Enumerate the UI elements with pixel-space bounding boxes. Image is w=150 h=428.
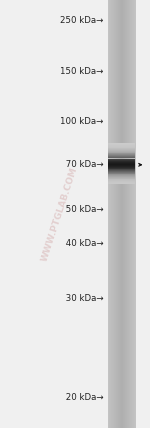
Text: 150 kDa→: 150 kDa→: [60, 67, 104, 77]
Bar: [108, 176, 135, 177]
Bar: [108, 168, 135, 169]
Bar: [108, 160, 135, 161]
Bar: [126, 0, 127, 428]
Bar: [108, 150, 135, 151]
Bar: [108, 180, 135, 181]
Bar: [131, 0, 132, 428]
Bar: [108, 164, 135, 165]
Text: 50 kDa→: 50 kDa→: [63, 205, 103, 214]
Bar: [135, 0, 136, 428]
Bar: [122, 0, 123, 428]
Bar: [112, 0, 113, 428]
Bar: [108, 147, 135, 148]
Text: 20 kDa→: 20 kDa→: [63, 392, 103, 402]
Bar: [124, 0, 125, 428]
Bar: [108, 151, 135, 152]
Bar: [108, 146, 135, 147]
Text: 70 kDa→: 70 kDa→: [63, 160, 103, 169]
Bar: [108, 165, 135, 166]
Bar: [128, 0, 129, 428]
Bar: [130, 0, 131, 428]
Bar: [111, 0, 112, 428]
Bar: [108, 153, 135, 154]
Bar: [133, 0, 134, 428]
Bar: [108, 0, 135, 428]
Bar: [108, 149, 135, 150]
Bar: [108, 161, 135, 162]
Bar: [108, 163, 135, 164]
Text: WWW.PTGLAB.COM: WWW.PTGLAB.COM: [40, 166, 80, 262]
Bar: [108, 162, 135, 163]
Bar: [108, 174, 135, 175]
Bar: [134, 0, 135, 428]
Text: 30 kDa→: 30 kDa→: [63, 294, 103, 303]
Bar: [108, 182, 135, 183]
Bar: [132, 0, 133, 428]
Bar: [125, 0, 126, 428]
Bar: [108, 148, 135, 149]
Bar: [117, 0, 118, 428]
Bar: [108, 181, 135, 182]
Bar: [108, 145, 135, 146]
Text: 250 kDa→: 250 kDa→: [60, 16, 104, 25]
Bar: [108, 177, 135, 178]
Bar: [108, 173, 135, 174]
Bar: [108, 0, 109, 428]
Text: 100 kDa→: 100 kDa→: [60, 117, 104, 127]
Bar: [108, 175, 135, 176]
Bar: [118, 0, 119, 428]
Bar: [119, 0, 120, 428]
Bar: [108, 179, 135, 180]
Bar: [108, 159, 135, 160]
Bar: [108, 166, 135, 167]
Bar: [127, 0, 128, 428]
Bar: [121, 0, 122, 428]
Bar: [108, 155, 135, 156]
Bar: [115, 0, 116, 428]
Bar: [116, 0, 117, 428]
Bar: [108, 158, 135, 159]
Bar: [108, 172, 135, 173]
Bar: [123, 0, 124, 428]
Bar: [108, 167, 135, 168]
Bar: [109, 0, 110, 428]
Bar: [108, 157, 135, 158]
Bar: [129, 0, 130, 428]
Bar: [108, 170, 135, 171]
Bar: [108, 152, 135, 153]
Bar: [108, 144, 135, 145]
Bar: [110, 0, 111, 428]
Bar: [108, 184, 135, 185]
Bar: [108, 183, 135, 184]
Bar: [108, 169, 135, 170]
Bar: [108, 178, 135, 179]
Bar: [108, 156, 135, 157]
Bar: [108, 171, 135, 172]
Bar: [108, 143, 135, 144]
Bar: [120, 0, 121, 428]
Bar: [108, 154, 135, 155]
Text: 40 kDa→: 40 kDa→: [63, 239, 103, 249]
Bar: [113, 0, 114, 428]
Bar: [114, 0, 115, 428]
